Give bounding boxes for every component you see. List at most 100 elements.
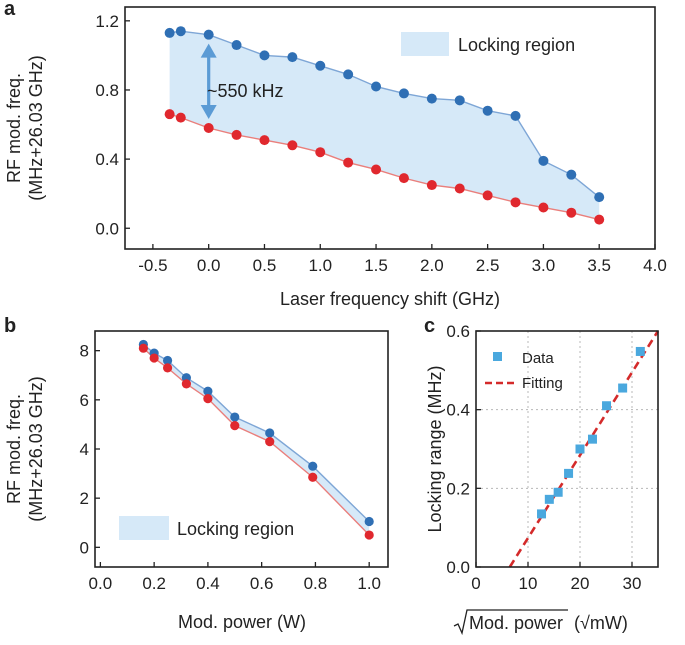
panel-a-annotation: ~550 kHz	[207, 81, 284, 101]
panel-c-legend-fit-label: Fitting	[522, 375, 563, 392]
panel-a-x-tick-label: 2.5	[476, 256, 500, 275]
panel-b-y-tick-label: 8	[80, 342, 89, 361]
panel-a-legend-label: Locking region	[458, 35, 575, 55]
arrow-head-down	[200, 105, 217, 119]
panel-c-xlabel-radical-sign	[453, 609, 568, 636]
panel-b-lower-point	[265, 437, 275, 447]
panel-a-lower-point	[398, 173, 409, 184]
panel-a-locking-region	[169, 31, 600, 220]
panel-b-x-tick-label: 0.4	[196, 574, 220, 593]
panel-c-y-axis-label: Locking range (MHz)	[425, 365, 445, 532]
panel-a-lower-point	[315, 147, 326, 158]
panel-c-data-point	[602, 401, 612, 411]
panel-b-upper-point	[162, 355, 173, 366]
panel-a-lower-point	[259, 135, 270, 146]
panel-a-lower-point	[510, 197, 521, 208]
panel-a-upper-point	[315, 60, 326, 71]
panel-c-data-point	[537, 509, 547, 519]
panel-b-lower-point	[230, 421, 240, 431]
panel-b-y-axis-label-line1: RF mod. freq.	[4, 394, 24, 504]
panel-a-y-tick-label: 1.2	[95, 12, 119, 31]
panel-a-x-tick-label: 1.5	[364, 256, 388, 275]
panel-a-upper-point	[343, 69, 354, 80]
panel-a-upper-point	[482, 105, 493, 116]
panel-a-upper-point	[594, 192, 605, 203]
panel-a-upper-point	[426, 93, 437, 104]
panel-b-x-axis-label: Mod. power (W)	[178, 612, 306, 632]
panel-b-lower-point	[364, 530, 374, 540]
panel-a: a ~550 kHz Locking region -0.5 0.0 0.5 1.0 1…	[4, 0, 667, 309]
panel-a-lower-point	[287, 140, 298, 151]
panel-a-label: a	[4, 0, 16, 20]
panel-c-y-tick-label: 0.6	[446, 322, 470, 341]
panel-a-y-tick-label: 0.8	[95, 81, 119, 100]
panel-a-lower-point	[175, 112, 186, 123]
panel-a-upper-point	[175, 26, 186, 37]
panel-b-legend-swatch	[119, 516, 169, 540]
panel-c-fit-line	[508, 330, 660, 568]
panel-a-upper-point	[259, 50, 270, 61]
panel-c-x-tick-label: 20	[571, 574, 590, 593]
panel-c-data-point	[635, 346, 645, 356]
panel-b-legend-label: Locking region	[177, 519, 294, 539]
panel-a-upper-point	[538, 155, 549, 166]
panel-c-data-point	[564, 468, 574, 478]
panel-a-upper-point	[203, 29, 214, 40]
panel-c: c Data Fitting 0 10 20 30 0.0 0.2 0.4 0.6 Mod.…	[424, 315, 660, 636]
panel-a-lower-point	[343, 157, 354, 168]
panel-a-y-tick-label: 0.0	[95, 219, 119, 238]
panel-a-lower-point	[164, 109, 175, 120]
panel-b-upper-point	[308, 461, 318, 471]
panel-a-y-tick-label: 0.4	[95, 150, 119, 169]
panel-b-locking-region	[143, 344, 370, 536]
panel-a-lower-point	[482, 190, 493, 201]
panel-b-lower-line	[142, 347, 370, 536]
panel-a-legend-swatch	[401, 32, 449, 56]
panel-a-x-tick-label: 0.5	[253, 256, 277, 275]
panel-c-x-tick-label: 30	[623, 574, 642, 593]
panel-a-double-arrow	[200, 43, 217, 119]
panel-a-lower-point	[371, 164, 382, 175]
panel-a-upper-point	[287, 52, 298, 63]
panel-a-lower-point	[426, 180, 437, 191]
panel-a-x-axis-label: Laser frequency shift (GHz)	[280, 289, 500, 309]
panel-a-y-axis-label-line1: RF mod. freq.	[4, 73, 24, 183]
panel-b-y-tick-label: 4	[80, 440, 89, 459]
panel-b-x-tick-label: 0.0	[89, 574, 113, 593]
panel-c-frame	[475, 330, 659, 568]
panel-b-x-tick-label: 0.6	[250, 574, 274, 593]
panel-c-x-axis-label-radicand: Mod. power	[469, 613, 563, 633]
panel-a-upper-point	[566, 169, 577, 180]
panel-a-upper-point	[231, 40, 242, 51]
panel-b-x-tick-label: 0.8	[304, 574, 328, 593]
panel-b-upper-point	[265, 428, 275, 438]
panel-a-y-axis-label-line2: (MHz+26.03 GHz)	[26, 55, 46, 201]
panel-a-x-tick-label: -0.5	[138, 256, 167, 275]
panel-b-x-tick-label: 0.2	[142, 574, 166, 593]
panel-c-y-tick-label: 0.0	[446, 558, 470, 577]
panel-c-y-tick-label: 0.2	[446, 479, 470, 498]
panel-b-label: b	[4, 315, 16, 337]
panel-c-x-axis-label-unit: (√mW)	[574, 613, 628, 633]
panel-b-upper-point	[364, 516, 374, 527]
panel-a-lower-point	[203, 123, 214, 133]
panel-c-data-point	[587, 434, 597, 444]
panel-c-label: c	[424, 315, 435, 337]
panel-b-lower-point	[203, 394, 213, 404]
panel-b-x-tick-label: 1.0	[357, 574, 381, 593]
panel-a-upper-point	[398, 88, 409, 99]
panel-a-upper-point	[510, 110, 521, 121]
panel-c-data-point	[553, 487, 563, 497]
panel-c-y-tick-label: 0.4	[446, 401, 470, 420]
panel-a-lower-point	[454, 183, 465, 194]
arrow-head-up	[200, 43, 217, 58]
panel-a-upper-point	[164, 27, 175, 38]
panel-a-lower-point	[538, 202, 549, 213]
panel-b-y-tick-label: 0	[80, 538, 89, 557]
panel-b-lower-point	[138, 343, 148, 353]
panel-b-y-tick-label: 2	[80, 489, 89, 508]
panel-a-x-tick-label: 0.0	[197, 256, 221, 275]
panel-a-upper-point	[454, 95, 465, 106]
panel-b: b Locking region 0.0 0.2 0.4 0.6 0.8 1.0 0 2 4 6…	[4, 315, 389, 632]
